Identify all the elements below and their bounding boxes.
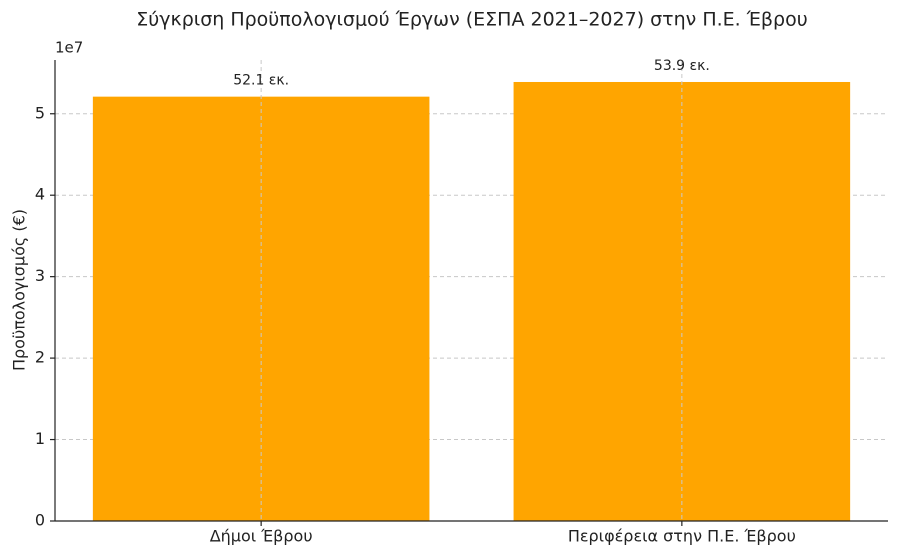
x-tick-label: Περιφέρεια στην Π.Ε. Έβρου: [568, 527, 796, 546]
x-tick-label: Δήμοι Έβρου: [210, 527, 313, 546]
y-tick-label: 5: [35, 103, 45, 122]
y-tick-label: 4: [35, 185, 45, 204]
chart-title: Σύγκριση Προϋπολογισμού Έργων (ΕΣΠΑ 2021…: [136, 9, 807, 31]
y-tick-label: 0: [35, 511, 45, 530]
y-tick-label: 3: [35, 266, 45, 285]
y-offset-label: 1e7: [55, 39, 83, 57]
y-tick-label: 1: [35, 429, 45, 448]
y-axis-label: Προϋπολογισμός (€): [10, 209, 29, 371]
y-tick-label: 2: [35, 348, 45, 367]
value-label: 52.1 εκ.: [233, 73, 289, 89]
value-label: 53.9 εκ.: [654, 58, 710, 74]
